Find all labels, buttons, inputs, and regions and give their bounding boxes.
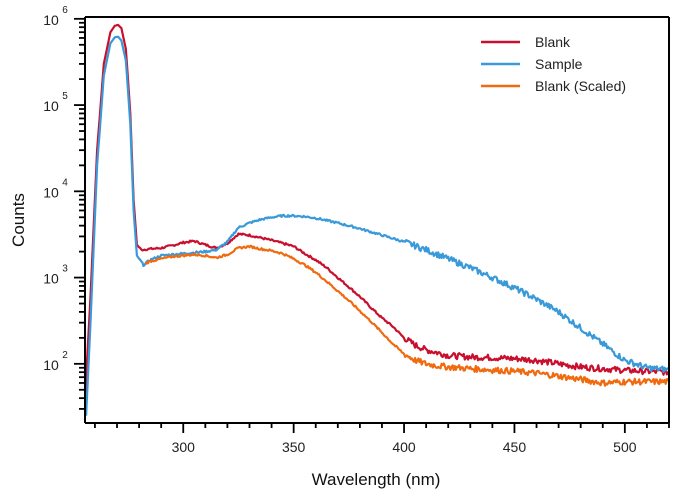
y-tick-label: 10 — [43, 357, 59, 373]
series-layer — [85, 23, 669, 416]
y-tick-label: 10 — [43, 184, 59, 200]
y-axis-title: Counts — [9, 193, 28, 247]
y-tick-exponent: 4 — [62, 177, 68, 188]
x-tick-label: 350 — [282, 439, 306, 455]
y-tick-label: 10 — [43, 271, 59, 287]
x-tick-label: 500 — [613, 439, 637, 455]
x-tick-label: 400 — [392, 439, 416, 455]
y-tick-label: 10 — [43, 12, 59, 28]
series-line-sample — [85, 35, 669, 416]
y-tick-exponent: 3 — [62, 264, 68, 275]
legend: Blank Sample Blank (Scaled) — [481, 34, 626, 94]
series-line-blank — [85, 23, 669, 399]
x-tick-label: 300 — [172, 439, 196, 455]
axes-layer — [84, 16, 670, 424]
legend-label: Sample — [535, 56, 583, 72]
x-axis-title: Wavelength (nm) — [312, 470, 441, 489]
legend-label: Blank (Scaled) — [535, 78, 626, 94]
x-tick-label: 450 — [503, 439, 527, 455]
y-tick-exponent: 2 — [62, 350, 68, 361]
y-tick-label: 10 — [43, 98, 59, 114]
y-tick-exponent: 6 — [62, 5, 68, 16]
legend-label: Blank — [535, 34, 571, 50]
y-tick-exponent: 5 — [62, 91, 68, 102]
series-line-blank-scaled — [144, 244, 669, 387]
